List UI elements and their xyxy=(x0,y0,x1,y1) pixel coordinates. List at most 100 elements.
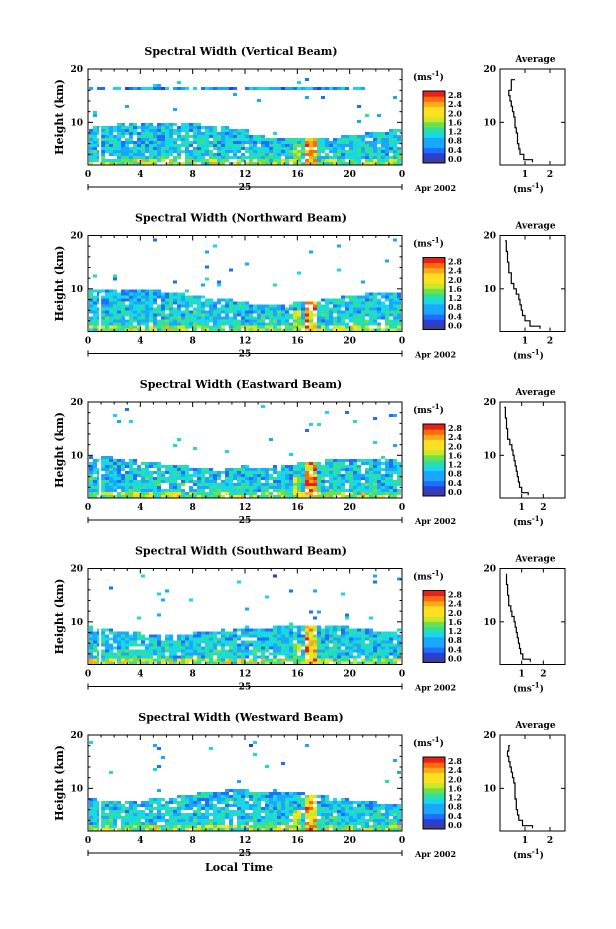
heatmap-cell xyxy=(377,819,381,822)
heatmap-cell xyxy=(253,640,257,644)
heatmap-cell xyxy=(373,156,377,159)
heatmap-cell xyxy=(113,631,117,635)
heatmap-cell xyxy=(305,492,309,495)
heatmap-cell xyxy=(177,649,181,653)
heatmap-cell xyxy=(353,477,357,480)
heatmap-cell xyxy=(333,162,337,165)
heatmap-cell xyxy=(281,798,285,801)
heatmap-cell xyxy=(309,144,313,147)
heatmap-cell xyxy=(377,138,381,141)
heatmap-cell xyxy=(185,313,189,317)
heatmap-cell xyxy=(189,798,193,801)
heatmap-cell xyxy=(381,819,385,822)
heatmap-cell xyxy=(129,87,133,90)
heatmap-cell xyxy=(245,132,249,135)
heatmap-cell xyxy=(345,471,349,474)
heatmap-cell xyxy=(241,816,245,819)
heatmap-cell xyxy=(293,159,297,162)
heatmap-cell xyxy=(197,477,201,480)
heatmap-cell xyxy=(161,649,165,653)
heatmap-cell xyxy=(269,87,273,90)
heatmap-cell xyxy=(389,813,393,816)
heatmap-cell xyxy=(209,747,213,750)
heatmap-cell xyxy=(357,135,361,138)
heatmap-cell xyxy=(149,310,153,314)
heatmap-cell xyxy=(145,135,149,138)
heatmap-cell xyxy=(241,474,245,477)
heatmap-cell xyxy=(221,655,225,659)
heatmap-cell xyxy=(349,474,353,477)
heatmap-cell xyxy=(161,489,165,492)
heatmap-cell xyxy=(305,652,309,656)
heatmap-cell xyxy=(93,489,97,492)
heatmap-cell xyxy=(201,637,205,641)
heatmap-cell xyxy=(185,816,189,819)
heatmap-cell xyxy=(389,646,393,650)
heatmap-cell xyxy=(201,652,205,656)
heatmap-cell xyxy=(213,301,217,305)
heatmap-cell xyxy=(205,162,209,165)
heatmap-cell xyxy=(381,316,385,320)
heatmap-cell xyxy=(325,489,329,492)
heatmap-cell xyxy=(389,322,393,326)
heatmap-cell xyxy=(253,825,257,828)
heatmap-cell xyxy=(157,132,161,135)
heatmap-cell xyxy=(297,801,301,804)
heatmap-cell xyxy=(349,471,353,474)
heatmap-cell xyxy=(173,468,177,471)
heatmap-cell xyxy=(273,480,277,483)
heatmap-cell xyxy=(377,649,381,653)
heatmap-cell xyxy=(297,162,301,165)
heatmap-cell xyxy=(169,292,173,296)
heatmap-cell xyxy=(369,144,373,147)
colorbar-segment xyxy=(423,127,445,133)
heatmap-cell xyxy=(249,310,253,314)
heatmap-cell xyxy=(145,652,149,656)
heatmap-cell xyxy=(125,646,129,650)
heatmap-cell xyxy=(225,301,229,305)
heatmap-cell xyxy=(145,156,149,159)
heatmap-cell xyxy=(157,87,161,90)
heatmap-cell xyxy=(253,144,257,147)
heatmap-cell xyxy=(205,325,209,329)
heatmap-cell xyxy=(177,153,181,156)
heatmap-cell xyxy=(129,652,133,656)
heatmap-cell xyxy=(373,313,377,317)
heatmap-cell xyxy=(273,316,277,320)
heatmap-cell xyxy=(381,489,385,492)
heatmap-cell xyxy=(361,646,365,650)
heatmap-cell xyxy=(189,159,193,162)
colorbar-segment xyxy=(423,787,445,794)
heatmap-cell xyxy=(253,153,257,156)
heatmap-cell xyxy=(357,322,361,326)
heatmap-cell xyxy=(117,153,121,156)
heatmap-cell xyxy=(229,144,233,147)
heatmap-cell xyxy=(393,414,397,417)
heatmap-cell xyxy=(265,147,269,150)
heatmap-cell xyxy=(393,825,397,828)
heatmap-cell xyxy=(393,295,397,299)
heatmap-cell xyxy=(321,468,325,471)
heatmap-cell xyxy=(381,483,385,486)
heatmap-cell xyxy=(233,789,237,792)
heatmap-cell xyxy=(309,141,313,144)
heatmap-cell xyxy=(381,162,385,165)
heatmap-cell xyxy=(293,816,297,819)
heatmap-cell xyxy=(229,304,233,308)
heatmap-cell xyxy=(89,307,93,311)
heatmap-cell xyxy=(369,649,373,653)
heatmap-cell xyxy=(337,298,341,302)
heatmap-cell xyxy=(349,661,353,665)
heatmap-cell xyxy=(353,489,357,492)
heatmap-cell xyxy=(121,295,125,299)
heatmap-cell xyxy=(205,313,209,317)
heatmap-cell xyxy=(293,492,297,495)
heatmap-cell xyxy=(93,322,97,326)
heatmap-cell xyxy=(149,486,153,489)
heatmap-cell xyxy=(161,126,165,129)
heatmap-cell xyxy=(229,468,233,471)
heatmap-cell xyxy=(213,798,217,801)
heatmap-cell xyxy=(161,123,165,126)
heatmap-cell xyxy=(105,462,109,465)
